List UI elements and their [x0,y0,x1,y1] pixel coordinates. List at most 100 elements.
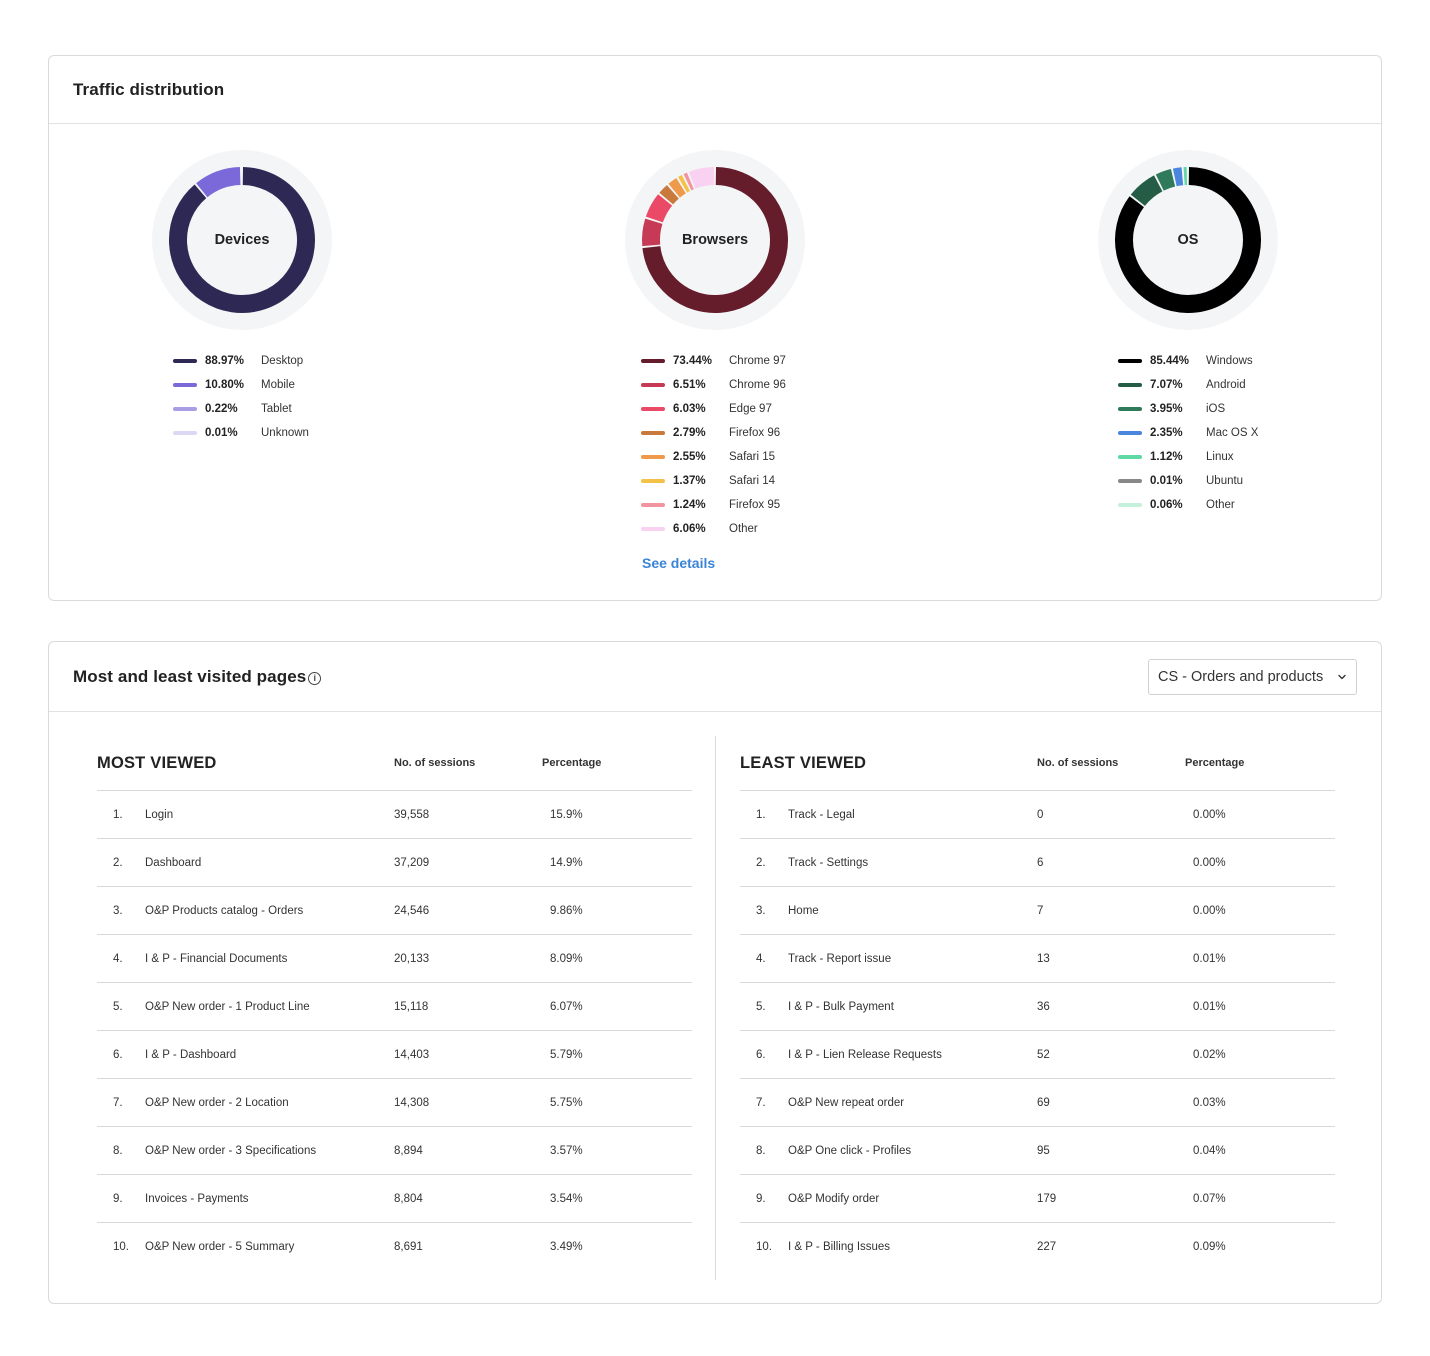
table-row[interactable]: 9. Invoices - Payments 8,804 3.54% [97,1175,692,1223]
legend-label: Ubuntu [1206,475,1244,487]
row-sessions: 95 [1037,1144,1050,1157]
row-page-name: I & P - Dashboard [145,1048,237,1061]
browsers-legend: 73.44% Chrome 97 6.51% Chrome 96 6.03% Edge 9… [641,349,786,541]
table-row[interactable]: 8. O&P One click - Profiles 95 0.04% [740,1127,1335,1175]
table-row[interactable]: 8. O&P New order - 3 Specifications 8,894 3… [97,1127,692,1175]
row-sessions: 8,691 [394,1241,423,1253]
legend-percentage: 3.95% [1150,403,1183,415]
donut-segment-chrome-96 [642,218,663,247]
row-percentage: 3.54% [550,1192,583,1205]
table-row[interactable]: 7. O&P New repeat order 69 0.03% [740,1079,1335,1127]
dropdown-value: CS - Orders and products [1158,669,1324,685]
legend-label: Firefox 95 [729,499,781,511]
browsers-donut-label: Browsers [681,232,749,248]
legend-swatch [1118,479,1142,483]
legend-label: Windows [1206,355,1253,367]
legend-item: 2.35% Mac OS X [1118,421,1258,445]
legend-item: 0.01% Unknown [173,421,309,445]
table-row[interactable]: 4. I & P - Financial Documents 20,133 8.09% [97,935,692,983]
table-row[interactable]: 3. Home 7 0.00% [740,887,1335,935]
row-sessions: 7 [1037,904,1044,917]
donut-segment-desktop [169,167,315,313]
row-percentage: 0.01% [1193,1000,1226,1013]
row-percentage: 3.57% [550,1144,583,1157]
table-row[interactable]: 7. O&P New order - 2 Location 14,308 5.75% [97,1079,692,1127]
legend-label: iOS [1206,403,1226,415]
row-page-name: Invoices - Payments [145,1192,249,1205]
row-rank: 1. [756,808,766,821]
donut-segment-chrome-97 [642,167,788,313]
row-sessions: 69 [1037,1096,1050,1109]
table-row[interactable]: 2. Track - Settings 6 0.00% [740,839,1335,887]
page-group-dropdown[interactable]: CS - Orders and products [1148,659,1357,695]
percentage-column-header: Percentage [542,757,602,769]
most-viewed-header: MOST VIEWED No. of sessions Percentage [97,736,692,791]
os-donut-label: OS [1177,232,1199,248]
row-rank: 5. [756,1000,766,1013]
legend-swatch [641,455,665,459]
legend-label: Edge 97 [729,403,772,415]
least-viewed-rows: 1. Track - Legal 0 0.00% 2. Track - Settings 6… [740,791,1335,1271]
row-page-name: O&P New order - 2 Location [145,1096,289,1109]
row-sessions: 14,403 [394,1048,430,1061]
legend-item: 73.44% Chrome 97 [641,349,786,373]
row-page-name: O&P Products catalog - Orders [145,904,304,917]
row-page-name: Dashboard [145,856,202,869]
table-row[interactable]: 1. Login 39,558 15.9% [97,791,692,839]
row-percentage: 0.01% [1193,952,1226,965]
table-row[interactable]: 3. O&P Products catalog - Orders 24,546 9.8… [97,887,692,935]
info-icon[interactable]: i [308,671,322,685]
traffic-distribution-card: Traffic distribution Devices 88.97% Deskt… [48,55,1382,601]
legend-percentage: 85.44% [1150,355,1190,367]
legend-label: Desktop [261,355,304,367]
legend-label: Linux [1206,451,1234,463]
row-rank: 7. [113,1096,123,1109]
legend-item: 1.37% Safari 14 [641,469,786,493]
table-row[interactable]: 10. O&P New order - 5 Summary 8,691 3.49% [97,1223,692,1271]
table-row[interactable]: 4. Track - Report issue 13 0.01% [740,935,1335,983]
legend-item: 7.07% Android [1118,373,1258,397]
pages-card-title: Most and least visited pages i [73,667,322,687]
table-row[interactable]: 1. Track - Legal 0 0.00% [740,791,1335,839]
legend-swatch [641,479,665,483]
row-rank: 2. [113,856,123,869]
legend-percentage: 0.01% [1150,475,1183,487]
row-rank: 1. [113,808,123,821]
legend-swatch [641,359,665,363]
table-row[interactable]: 5. I & P - Bulk Payment 36 0.01% [740,983,1335,1031]
donut-segment-mac-os-x [1172,167,1184,187]
table-row[interactable]: 6. I & P - Dashboard 14,403 5.79% [97,1031,692,1079]
row-percentage: 0.00% [1193,904,1226,917]
row-sessions: 37,209 [394,856,430,869]
row-sessions: 52 [1037,1048,1050,1061]
os-donut: OS [1098,150,1278,330]
row-page-name: O&P Modify order [788,1192,880,1205]
donut-segment-mobile [196,167,241,198]
row-percentage: 0.00% [1193,808,1226,821]
table-row[interactable]: 9. O&P Modify order 179 0.07% [740,1175,1335,1223]
table-row[interactable]: 5. O&P New order - 1 Product Line 15,118 6.… [97,983,692,1031]
row-rank: 5. [113,1000,123,1013]
table-row[interactable]: 6. I & P - Lien Release Requests 52 0.02% [740,1031,1335,1079]
row-page-name: O&P New order - 1 Product Line [145,1000,310,1013]
legend-swatch [1118,359,1142,363]
row-rank: 4. [113,952,123,965]
row-percentage: 0.03% [1193,1096,1226,1109]
legend-percentage: 6.06% [673,523,706,535]
see-details-link[interactable]: See details [642,555,716,571]
row-sessions: 0 [1037,808,1044,821]
legend-swatch [173,359,197,363]
row-page-name: Login [145,808,174,821]
row-rank: 6. [756,1048,766,1061]
donut-segment-safari-15 [668,178,686,198]
table-row[interactable]: 2. Dashboard 37,209 14.9% [97,839,692,887]
row-sessions: 14,308 [394,1096,430,1109]
legend-item: 2.55% Safari 15 [641,445,786,469]
legend-percentage: 1.37% [673,475,706,487]
legend-swatch [1118,455,1142,459]
legend-swatch [173,383,197,387]
row-rank: 3. [756,904,766,917]
table-row[interactable]: 10. I & P - Billing Issues 227 0.09% [740,1223,1335,1271]
row-sessions: 13 [1037,952,1050,965]
row-sessions: 39,558 [394,808,430,821]
